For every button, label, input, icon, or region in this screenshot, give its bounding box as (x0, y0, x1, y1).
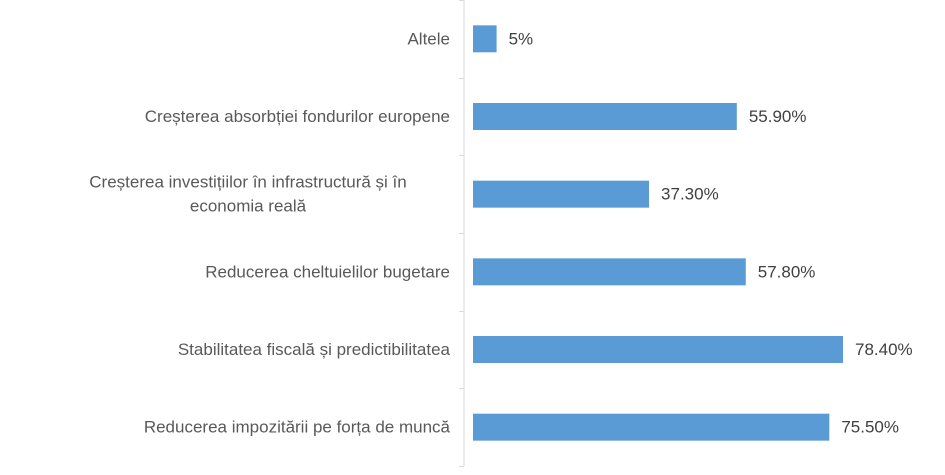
value-labels: 5% 55.90% 37.30% 57.80% 78.40% 75.50% (509, 29, 913, 436)
bar-6 (473, 413, 830, 441)
value-label: 55.90% (749, 107, 807, 126)
bar-5 (473, 336, 843, 363)
category-label: Reducerea impozitării pe forța de muncă (144, 418, 451, 437)
category-axis (459, 0, 465, 467)
category-label: Altele (407, 29, 450, 48)
bar-1 (473, 25, 497, 53)
category-label: Creșterea absorbției fondurilor europene (145, 107, 450, 126)
category-label: Stabilitatea fiscală și predictibilitate… (178, 340, 451, 359)
category-labels: Altele Creșterea absorbției fondurilor eu… (89, 29, 450, 436)
bar-3 (473, 180, 650, 208)
value-label: 5% (509, 29, 534, 48)
bar-2 (473, 103, 737, 130)
bars (473, 25, 843, 441)
value-label: 57.80% (758, 262, 816, 281)
category-label: Creșterea investițiilor în infrastructur… (89, 173, 406, 216)
value-label: 75.50% (841, 418, 899, 437)
value-label: 78.40% (855, 340, 913, 359)
bar-4 (473, 258, 746, 286)
value-label: 37.30% (661, 185, 719, 204)
category-label: Reducerea cheltuielilor bugetare (205, 262, 450, 281)
